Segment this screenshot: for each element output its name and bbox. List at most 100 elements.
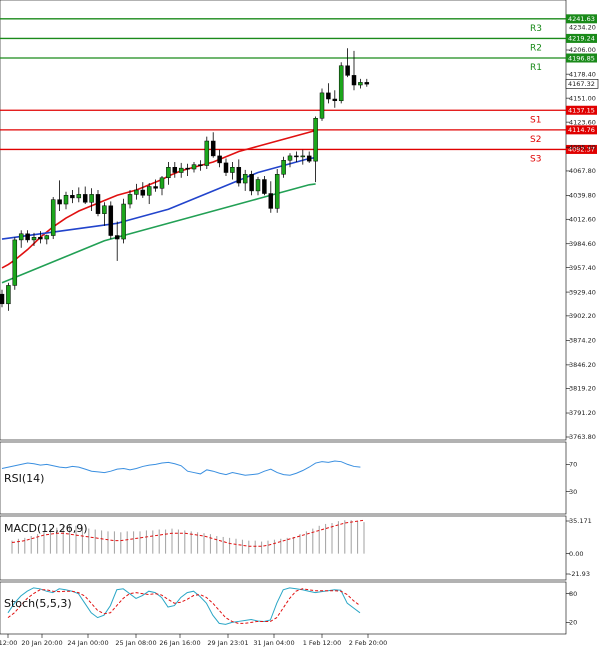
price-tick-label: 3763.80 bbox=[569, 433, 596, 441]
candle bbox=[57, 180, 62, 212]
candle bbox=[134, 183, 139, 200]
top-price-label: 4234.20 bbox=[569, 24, 596, 32]
candle bbox=[255, 176, 261, 196]
price-tick-label: 4178.40 bbox=[569, 70, 596, 78]
price-tick-label: 3929.40 bbox=[569, 288, 596, 296]
candle-body bbox=[319, 92, 325, 119]
level-price-box-r2 bbox=[566, 33, 597, 43]
candle-body bbox=[191, 164, 197, 170]
candle-body bbox=[70, 195, 75, 199]
level-price-box-s1 bbox=[566, 105, 597, 115]
candle bbox=[358, 78, 363, 89]
candle-body bbox=[166, 167, 171, 179]
candle-body bbox=[242, 174, 248, 184]
rsi-line bbox=[1, 460, 361, 476]
stoch-tick-label: 20 bbox=[569, 619, 577, 627]
candle bbox=[198, 160, 203, 171]
candle bbox=[338, 62, 344, 104]
candle bbox=[108, 201, 114, 240]
green-moving-average bbox=[1, 183, 316, 284]
price-tick-label: 4123.60 bbox=[569, 118, 596, 126]
candle bbox=[319, 88, 325, 121]
candle bbox=[0, 289, 5, 308]
macd-title: MACD(12,26,9) bbox=[4, 522, 88, 535]
macd-panel-frame bbox=[0, 515, 567, 581]
price-tick-label: 3846.20 bbox=[569, 361, 596, 369]
candle bbox=[140, 182, 146, 198]
candle bbox=[76, 187, 82, 203]
candle-body bbox=[185, 167, 190, 170]
candle bbox=[230, 162, 235, 180]
time-tick-label: 20 Jan 20:00 bbox=[21, 639, 62, 647]
time-tick-label: 31 Jan 04:00 bbox=[253, 639, 294, 647]
candle-body bbox=[127, 194, 133, 205]
level-name-s3: S3 bbox=[530, 154, 541, 164]
candle bbox=[127, 190, 133, 209]
candle bbox=[204, 136, 210, 170]
candle bbox=[281, 156, 286, 178]
candle bbox=[262, 176, 267, 196]
candle bbox=[242, 169, 248, 191]
level-price-label-s3: 4092.37 bbox=[568, 146, 595, 154]
candle-body bbox=[358, 82, 363, 86]
level-price-label-r2: 4219.24 bbox=[568, 35, 595, 43]
candle-body bbox=[223, 162, 229, 173]
candle-body bbox=[102, 205, 107, 214]
candle-body bbox=[57, 199, 62, 205]
candle bbox=[223, 158, 229, 177]
level-price-label-r3: 4241.63 bbox=[568, 15, 595, 23]
candle-body bbox=[326, 92, 331, 100]
stoch-title: Stoch(5,5,3) bbox=[4, 597, 72, 610]
level-name-r3: R3 bbox=[530, 24, 542, 34]
candle-body bbox=[95, 194, 101, 214]
candle bbox=[313, 116, 318, 183]
candle bbox=[114, 221, 120, 261]
candle-body bbox=[63, 195, 69, 205]
macd-tick-label: 35.171 bbox=[569, 517, 592, 525]
level-name-r2: R2 bbox=[530, 43, 542, 53]
candle-body bbox=[268, 193, 274, 209]
price-tick-label: 3984.60 bbox=[569, 240, 596, 248]
candle bbox=[345, 48, 350, 78]
candle-body bbox=[210, 140, 216, 157]
candle-body bbox=[236, 167, 242, 184]
candle bbox=[12, 237, 18, 290]
level-name-s1: S1 bbox=[530, 115, 541, 125]
candle-body bbox=[172, 167, 178, 173]
candle-body bbox=[300, 155, 306, 158]
price-tick-label: 3819.20 bbox=[569, 385, 596, 393]
candle-body bbox=[25, 233, 30, 241]
candle bbox=[121, 198, 126, 244]
macd-tick-label: 0.00 bbox=[569, 550, 583, 558]
candle-body bbox=[217, 155, 222, 164]
level-name-r1: R1 bbox=[530, 63, 542, 73]
candle bbox=[153, 179, 158, 192]
candle bbox=[326, 83, 331, 104]
candle-body bbox=[82, 194, 88, 203]
candle-body bbox=[204, 140, 210, 166]
candle bbox=[159, 176, 165, 196]
candle-body bbox=[294, 155, 299, 158]
candle-body bbox=[44, 235, 50, 240]
level-price-label-s1: 4137.15 bbox=[568, 107, 595, 115]
candle-body bbox=[287, 155, 293, 161]
main-panel-frame bbox=[0, 0, 567, 441]
candle-body bbox=[255, 179, 261, 192]
candle bbox=[294, 151, 299, 163]
level-name-s2: S2 bbox=[530, 135, 541, 145]
candle-body bbox=[114, 235, 120, 240]
candle-body bbox=[178, 167, 184, 173]
candle-body bbox=[364, 82, 370, 85]
candle-body bbox=[345, 65, 350, 76]
level-price-box-s2 bbox=[566, 125, 597, 135]
candle-body bbox=[38, 237, 43, 240]
candle bbox=[236, 159, 242, 187]
time-tick-label: 24 Jan 00:00 bbox=[67, 639, 108, 647]
level-price-label-s2: 4114.76 bbox=[568, 126, 595, 134]
candle bbox=[25, 230, 30, 243]
rsi-panel-frame bbox=[0, 441, 567, 515]
price-tick-label: 3791.20 bbox=[569, 409, 596, 417]
current-price-label: 4167.32 bbox=[568, 80, 595, 88]
